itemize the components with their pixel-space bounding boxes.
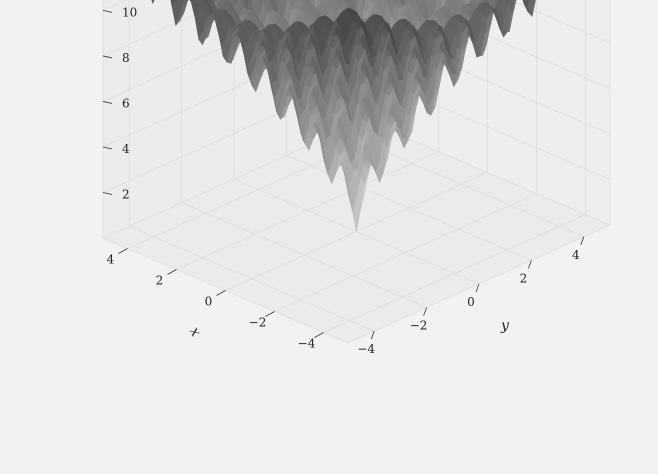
- surface-patch: [250, 0, 254, 6]
- z-tick-mark: [102, 192, 113, 195]
- y-axis-label: y: [500, 318, 510, 334]
- y-tick-mark: [528, 260, 532, 269]
- y-tick-mark: [423, 307, 427, 316]
- x-axis-label: x: [186, 325, 204, 340]
- surface-patch: [361, 0, 367, 11]
- surface-patch: [354, 0, 359, 11]
- z-tick-mark: [102, 101, 113, 104]
- surface-patch: [385, 0, 389, 5]
- grid-line-y: [285, 0, 532, 261]
- surface-patch: [343, 34, 353, 56]
- grid-line-y: [233, 0, 480, 285]
- x-tick-mark: [167, 269, 177, 275]
- y-tick-label: 4: [572, 248, 580, 262]
- z-tick-label: 4: [122, 142, 130, 156]
- surface-patch: [183, 0, 189, 6]
- y-tick-label: −2: [410, 319, 428, 333]
- z-tick-mark: [102, 146, 113, 150]
- y-tick-label: 2: [520, 271, 528, 285]
- x-tick-mark: [216, 290, 226, 296]
- x-tick-label: −4: [298, 337, 316, 351]
- y-tick-mark: [475, 283, 480, 293]
- x-tick-label: −2: [249, 316, 267, 330]
- z-tick-mark: [102, 10, 113, 13]
- z-tick-label: 6: [122, 96, 130, 110]
- ackley-surface: [151, 0, 536, 232]
- grid-line-z: [102, 0, 611, 102]
- y-tick-mark: [370, 331, 375, 340]
- grid-line-y: [181, 0, 427, 308]
- grid-line-y: [128, 0, 375, 332]
- z-tick-mark: [102, 55, 113, 59]
- surface-patch: [329, 0, 334, 6]
- surface-patch: [431, 0, 437, 12]
- x-tick-mark: [265, 311, 275, 317]
- grid-line-x: [274, 0, 537, 312]
- y-tick-mark: [580, 236, 585, 245]
- grid-line-x: [176, 0, 439, 270]
- x-tick-mark: [314, 332, 324, 338]
- y-tick-label: −4: [357, 342, 375, 356]
- y-tick-label: 0: [467, 295, 475, 309]
- surface-patch: [526, 0, 531, 8]
- z-tick-label: 2: [122, 187, 130, 201]
- x-tick-label: 4: [107, 253, 115, 267]
- grid-line-x: [225, 0, 488, 291]
- surface-patch: [424, 0, 429, 6]
- surface-patch: [505, 0, 510, 6]
- x-tick-label: 2: [156, 274, 164, 288]
- x-tick-label: 0: [205, 295, 213, 309]
- surface-patch: [152, 0, 155, 4]
- z-tick-label: 8: [122, 51, 130, 65]
- z-tick-label: 10: [122, 5, 137, 19]
- x-tick-mark: [118, 248, 128, 254]
- grid-line-x: [323, 0, 586, 333]
- surface-patch: [522, 0, 529, 13]
